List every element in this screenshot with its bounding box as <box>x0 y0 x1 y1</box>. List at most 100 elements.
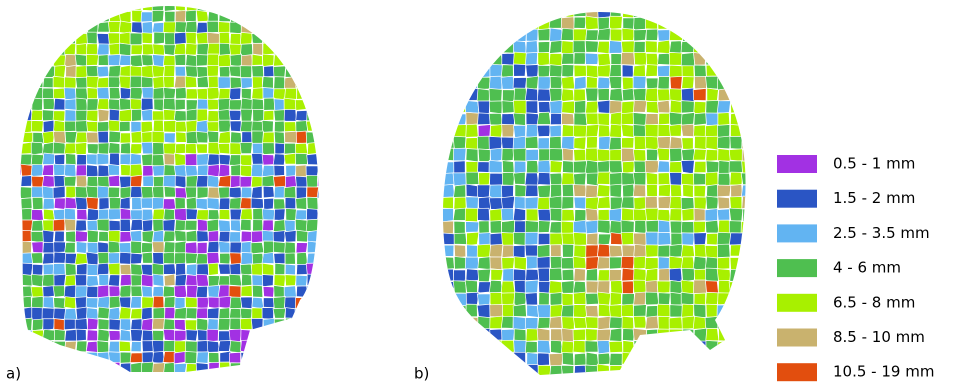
mesh-cell <box>273 185 285 199</box>
mesh-cell <box>20 340 22 354</box>
mesh-cell <box>513 351 526 366</box>
mesh-cell <box>86 121 99 133</box>
mesh-cell <box>754 364 766 378</box>
mesh-cell <box>41 185 55 200</box>
mesh-cell <box>195 285 208 299</box>
mesh-cell <box>20 340 32 354</box>
mesh-cell <box>108 42 121 56</box>
mesh-cell <box>21 21 33 34</box>
mesh-cell <box>597 160 611 174</box>
mesh-cell <box>64 109 78 122</box>
mesh-cell <box>251 274 264 287</box>
mesh-cell <box>741 231 746 246</box>
mesh-cell <box>729 77 743 91</box>
mesh-cell <box>119 329 132 342</box>
mesh-cell <box>217 76 231 90</box>
mesh-cell <box>20 163 33 177</box>
mesh-cell <box>240 329 253 342</box>
mesh-cell <box>283 97 297 112</box>
mesh-cell <box>175 120 188 133</box>
mesh-cell <box>261 307 275 320</box>
mesh-cell <box>585 208 599 223</box>
mesh-cell <box>329 11 340 23</box>
mesh-cell <box>20 11 23 24</box>
mesh-cell <box>740 244 746 259</box>
mesh-cell <box>239 120 254 133</box>
mesh-cell <box>174 53 186 66</box>
mesh-cell <box>656 280 672 294</box>
mesh-cell <box>250 163 264 178</box>
mesh-cell <box>742 267 746 282</box>
mesh-cell <box>501 244 515 258</box>
mesh-cell <box>305 119 318 132</box>
mesh-cell <box>597 291 612 307</box>
mesh-cell <box>573 136 587 151</box>
mesh-cell <box>488 17 503 30</box>
mesh-cell <box>184 164 199 177</box>
mesh-cell <box>489 123 504 139</box>
mesh-cell <box>442 88 456 102</box>
mesh-cell <box>240 154 252 167</box>
mesh-cell <box>513 363 527 375</box>
mesh-cell <box>573 64 587 78</box>
mesh-cell <box>42 20 56 34</box>
mesh-cell <box>64 329 78 342</box>
mesh-cell <box>741 292 746 306</box>
mesh-cell <box>328 297 341 309</box>
mesh-cell <box>525 124 539 139</box>
mesh-cell <box>317 219 319 232</box>
mesh-cell <box>740 183 746 199</box>
mesh-cell <box>442 256 455 271</box>
mesh-cell <box>597 87 610 101</box>
mesh-cell <box>706 87 719 102</box>
mesh-cell <box>283 21 297 34</box>
mesh-cell <box>704 256 719 270</box>
mesh-cell <box>478 232 492 247</box>
mesh-cell <box>453 76 466 91</box>
mesh-cell <box>328 21 340 33</box>
mesh-cell <box>185 340 199 354</box>
mesh-cell <box>96 98 111 110</box>
mesh-cell <box>646 351 659 367</box>
mesh-cell <box>30 252 44 264</box>
mesh-cell <box>572 28 588 42</box>
mesh-cell <box>705 27 719 42</box>
mesh-cell <box>261 363 274 372</box>
mesh-cell <box>561 124 575 138</box>
mesh-cell <box>693 279 707 295</box>
mesh-cell <box>141 274 154 288</box>
mesh-cell <box>108 340 121 354</box>
legend-swatch <box>777 155 817 173</box>
mesh-cell <box>20 141 34 155</box>
legend-label: 2.5 - 3.5 mm <box>833 224 930 242</box>
mesh-cell <box>453 304 467 318</box>
mesh-cell <box>316 208 319 220</box>
mesh-cell <box>140 186 154 200</box>
mesh-cell <box>536 124 552 137</box>
mesh-cell <box>129 163 144 177</box>
mesh-cell <box>30 286 45 298</box>
mesh-cell <box>306 285 319 298</box>
mesh-cell <box>42 362 55 372</box>
mesh-cell <box>489 339 502 354</box>
panel-label: a) <box>6 365 21 383</box>
mesh-cell <box>52 110 66 122</box>
mesh-cell <box>30 164 45 177</box>
mesh-cell <box>717 172 732 187</box>
mesh-cell <box>74 318 88 330</box>
mesh-cell <box>442 304 455 318</box>
mesh-cell <box>489 12 503 19</box>
mesh-cell <box>669 220 684 235</box>
mesh-cell <box>536 304 552 319</box>
mesh-cell <box>20 186 34 199</box>
mesh-cell <box>96 9 110 23</box>
mesh-cell <box>621 267 636 282</box>
mesh-cell <box>488 363 502 375</box>
mesh-cell <box>195 119 209 134</box>
mesh-cell <box>717 243 731 258</box>
mesh-cell <box>217 175 232 188</box>
mesh-cell <box>108 108 121 122</box>
mesh-cell <box>261 6 274 11</box>
mesh-cell <box>561 40 575 54</box>
mesh-cell <box>76 241 88 254</box>
